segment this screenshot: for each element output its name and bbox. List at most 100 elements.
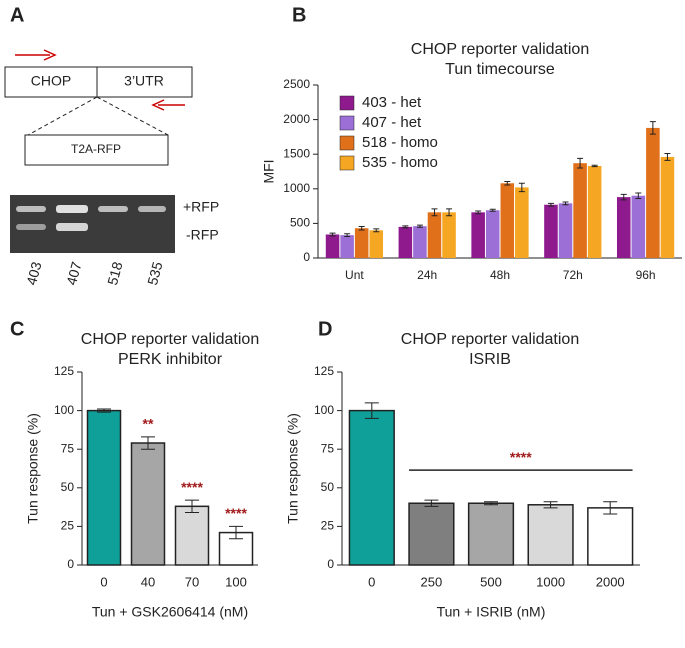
error-bar	[446, 208, 453, 217]
box-label: 3’UTR	[124, 73, 164, 89]
error-bar	[358, 226, 365, 231]
lane-label: 403	[23, 260, 45, 287]
bar	[558, 203, 573, 258]
chart-subtitle: Tun timecourse	[445, 61, 555, 78]
y-tick-label: 75	[61, 441, 75, 455]
error-bar	[591, 164, 598, 168]
significance-label: ****	[225, 505, 247, 521]
error-bar	[424, 499, 439, 507]
bar	[471, 212, 485, 258]
bar	[442, 212, 456, 258]
lane-label: 535	[144, 260, 166, 287]
x-tick-label: 100	[225, 574, 247, 589]
panel-label: D	[318, 318, 332, 340]
bar	[500, 183, 515, 258]
y-tick-label: 50	[61, 480, 75, 494]
y-tick-label: 1500	[283, 146, 310, 160]
bar	[485, 210, 500, 258]
error-bar	[577, 157, 584, 169]
gel-band	[138, 206, 166, 212]
significance-label: ****	[510, 449, 532, 465]
error-bar	[543, 501, 558, 509]
arrow-head	[151, 99, 165, 111]
bar	[369, 230, 384, 258]
band-label: +RFP	[183, 199, 219, 215]
chart-subtitle: PERK inhibitor	[118, 351, 223, 368]
box	[24, 134, 169, 166]
y-tick-label: 100	[314, 403, 334, 417]
legend-swatch	[339, 115, 355, 131]
y-tick-label: 25	[61, 519, 75, 533]
bar	[398, 226, 413, 258]
bar	[340, 235, 354, 258]
x-tick-label: 40	[141, 574, 155, 589]
y-tick-label: 0	[327, 557, 334, 571]
legend-swatch	[339, 155, 355, 171]
error-bar	[547, 202, 554, 207]
bar	[573, 163, 587, 258]
y-axis-label: MFI	[261, 159, 277, 183]
x-tick-label: 0	[100, 574, 107, 589]
bar	[408, 502, 455, 566]
chart-title: CHOP reporter validation	[401, 331, 579, 348]
legend-swatch	[339, 95, 355, 111]
error-bar	[504, 181, 511, 186]
x-tick-label: 96h	[636, 268, 656, 282]
bar	[587, 165, 602, 258]
error-bar	[229, 525, 243, 540]
x-tick-label: 48h	[490, 268, 510, 282]
error-bar	[344, 233, 351, 238]
x-tick-label: 250	[421, 574, 443, 589]
error-bar	[620, 193, 627, 201]
gel-band	[56, 205, 88, 213]
gel-band	[56, 223, 88, 231]
legend-label: 535 - homo	[362, 154, 438, 171]
error-bar	[518, 182, 525, 193]
x-tick-label: 24h	[417, 268, 437, 282]
bar	[86, 409, 122, 566]
bar	[354, 228, 369, 258]
box	[4, 66, 98, 98]
error-bar	[402, 225, 409, 229]
y-tick-label: 500	[290, 216, 310, 230]
error-bar	[431, 208, 438, 217]
box-label: T2A-RFP	[71, 142, 121, 156]
error-bar	[635, 192, 642, 199]
bar	[527, 504, 574, 566]
bar	[587, 507, 634, 566]
legend-label: 403 - het	[362, 94, 422, 111]
legend-label: 518 - homo	[362, 134, 438, 151]
y-tick-label: 2000	[283, 112, 310, 126]
x-tick-label: Unt	[345, 268, 364, 282]
error-bar	[97, 408, 111, 413]
bar	[174, 505, 210, 566]
construct-diagram: CHOP 3’UTR T2A-RFP +RFP -RFP 403 407 518…	[4, 49, 219, 287]
y-axis-label: Tun response (%)	[25, 413, 41, 524]
error-bar	[185, 499, 199, 514]
gel-band	[16, 224, 46, 230]
bar	[467, 502, 515, 566]
gel-band	[98, 206, 128, 212]
dashed-line	[27, 96, 98, 136]
y-tick-label: 0	[303, 250, 310, 264]
band-label: -RFP	[186, 227, 219, 243]
bar	[660, 156, 675, 258]
x-tick-label: 500	[480, 574, 502, 589]
y-tick-label: 2500	[283, 77, 310, 91]
y-tick-label: 125	[314, 364, 334, 378]
legend-swatch	[339, 135, 355, 151]
significance-label: ****	[181, 479, 203, 495]
error-bar	[603, 501, 618, 515]
chart-title: CHOP reporter validation	[411, 41, 589, 58]
bar	[544, 204, 558, 258]
y-tick-label: 1000	[283, 181, 310, 195]
bar	[427, 212, 442, 258]
x-tick-label: 2000	[596, 574, 625, 589]
y-axis-label: Tun response (%)	[285, 413, 301, 524]
legend-label: 407 - het	[362, 114, 422, 131]
box	[96, 66, 193, 98]
y-tick-label: 125	[54, 364, 74, 378]
error-bar	[475, 210, 482, 215]
x-axis-label: Tun + GSK2606414 (nM)	[92, 604, 248, 620]
